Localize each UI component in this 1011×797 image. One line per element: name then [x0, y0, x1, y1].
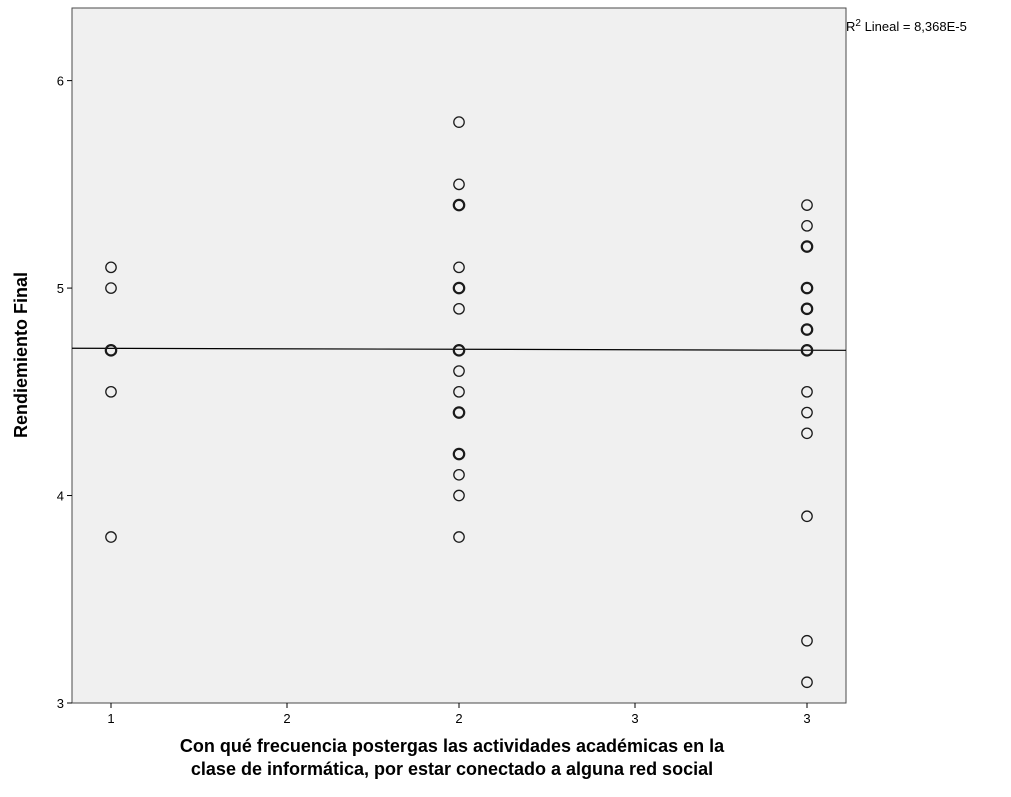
data-point: [801, 406, 813, 419]
y-tick-label: 4: [57, 489, 64, 504]
x-tick-label: 1: [107, 711, 114, 726]
data-point: [801, 634, 813, 647]
data-point: [453, 489, 465, 502]
data-point: [104, 344, 118, 357]
data-point: [801, 199, 813, 211]
data-point: [452, 406, 466, 419]
y-tick-label: 3: [57, 696, 64, 711]
data-point: [800, 344, 814, 357]
data-point: [105, 261, 117, 274]
y-axis: 3 4 5 6: [57, 74, 72, 711]
x-axis: 1 2 2 3 3: [107, 703, 811, 726]
data-point: [800, 240, 814, 253]
data-point: [453, 261, 465, 274]
data-point: [800, 281, 814, 295]
data-point: [105, 531, 117, 543]
x-tick-label: 3: [803, 711, 810, 726]
data-point: [453, 531, 465, 543]
x-tick-label: 2: [283, 711, 290, 726]
data-point: [452, 281, 466, 295]
data-point: [453, 178, 465, 191]
fit-line: [71, 347, 847, 351]
data-point: [801, 385, 813, 398]
x-axis-title-line-2: clase de informática, por estar conectad…: [191, 759, 713, 779]
data-points: [104, 116, 814, 689]
data-point: [453, 302, 465, 315]
data-point: [453, 468, 465, 481]
data-point: [453, 116, 465, 128]
data-point: [453, 365, 465, 377]
data-point: [801, 676, 813, 689]
data-point: [801, 219, 813, 232]
data-point: [105, 282, 117, 294]
data-point: [452, 344, 466, 357]
data-point: [801, 510, 813, 523]
data-point: [452, 198, 466, 212]
y-tick-label: 6: [57, 74, 64, 89]
y-tick-label: 5: [57, 281, 64, 296]
data-point: [453, 385, 465, 398]
x-tick-label: 3: [631, 711, 638, 726]
x-tick-label: 2: [455, 711, 462, 726]
x-axis-title-line-1: Con qué frecuencia postergas las activid…: [180, 736, 725, 756]
fit-line-r-squared-label: R2 Lineal = 8,368E-5: [846, 18, 967, 34]
data-point: [800, 323, 814, 336]
data-point: [800, 302, 814, 316]
data-point: [105, 385, 117, 398]
y-axis-title: Rendiemiento Final: [11, 272, 31, 438]
fit-line-layer: [71, 347, 847, 351]
data-point: [452, 447, 466, 461]
data-point: [801, 427, 813, 440]
